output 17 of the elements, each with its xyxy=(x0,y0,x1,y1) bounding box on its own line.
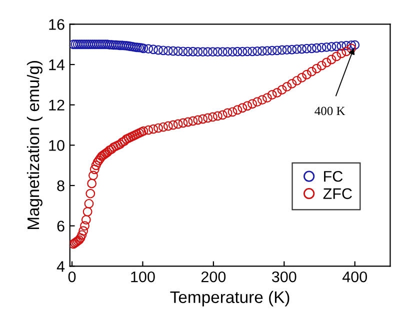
y-tick-label: 14 xyxy=(49,60,65,70)
y-tick-label: 12 xyxy=(49,100,64,110)
x-tick-label: 300 xyxy=(272,271,296,282)
y-axis-title: Magnetization ( emu/g) xyxy=(26,60,42,230)
y-tick-label: 4 xyxy=(56,261,65,272)
annotation: 400 K xyxy=(314,106,346,116)
y-tick-label: 8 xyxy=(57,180,64,192)
x-tick-label: 100 xyxy=(131,271,155,282)
y-tick-label: 16 xyxy=(49,19,64,30)
y-tick-label: 10 xyxy=(49,140,64,151)
y-tick-label: 6 xyxy=(57,220,64,232)
x-tick-label: 0 xyxy=(68,271,76,282)
x-tick-label: 200 xyxy=(201,271,226,282)
x-tick-label: 400 xyxy=(342,271,367,282)
legend-label: FC xyxy=(324,170,343,182)
legend-label: ZFC xyxy=(323,188,352,200)
x-axis-title: Temperature (K) xyxy=(170,290,290,306)
